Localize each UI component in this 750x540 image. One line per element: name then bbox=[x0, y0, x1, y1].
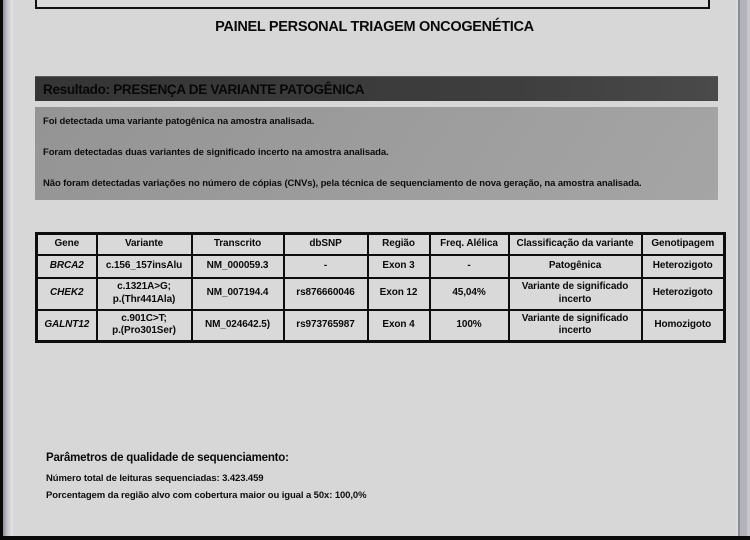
cell-dbsnp: rs973765987 bbox=[282, 308, 369, 343]
cell-dbsnp: rs876660046 bbox=[282, 276, 369, 311]
table-row-chek2: CHEK2 c.1321A>G; p.(Thr441Ala) NM_007194… bbox=[35, 276, 726, 311]
cell-freq-alelica: - bbox=[428, 253, 510, 279]
table-header-row: Gene Variante Transcrito dbSNP Região Fr… bbox=[35, 232, 726, 256]
cell-variante: c.1321A>G; p.(Thr441Ala) bbox=[95, 276, 193, 311]
cell-regiao: Exon 4 bbox=[366, 308, 431, 343]
quality-line-coverage: Porcentagem da região alvo com cobertura… bbox=[46, 490, 367, 501]
col-header-dbsnp: dbSNP bbox=[282, 232, 369, 256]
table-row-galnt12: GALNT12 c.901C>T; p.(Pro301Ser) NM_02464… bbox=[35, 308, 726, 343]
quality-line-total-reads: Número total de leituras sequenciadas: 3… bbox=[46, 473, 264, 484]
cell-transcrito: NM_000059.3 bbox=[190, 253, 285, 279]
summary-line-pathogenic: Foi detectada uma variante patogênica na… bbox=[43, 116, 315, 127]
cell-freq-alelica: 100% bbox=[428, 308, 510, 343]
col-header-variante: Variante bbox=[95, 232, 193, 256]
header-box-cutoff bbox=[35, 0, 710, 9]
col-header-gene: Gene bbox=[35, 232, 98, 256]
cell-classificacao: Variante de significado incerto bbox=[507, 276, 643, 311]
result-banner: Resultado: PRESENÇA DE VARIANTE PATOGÊNI… bbox=[35, 76, 718, 101]
cell-classificacao: Variante de significado incerto bbox=[507, 308, 643, 343]
col-header-genotipagem: Genotipagem bbox=[640, 232, 726, 256]
variants-table: Gene Variante Transcrito dbSNP Região Fr… bbox=[35, 232, 726, 343]
frame-left-border bbox=[0, 0, 3, 540]
frame-bottom-border bbox=[0, 536, 750, 540]
page-title: PAINEL PERSONAL TRIAGEM ONCOGENÉTICA bbox=[215, 19, 534, 35]
cell-genotipagem: Heterozigoto bbox=[640, 253, 726, 279]
cell-classificacao: Patogênica bbox=[507, 253, 643, 279]
page-left-edge bbox=[3, 0, 13, 540]
cell-gene: CHEK2 bbox=[35, 276, 98, 311]
cell-gene: GALNT12 bbox=[35, 308, 98, 343]
cell-genotipagem: Heterozigoto bbox=[640, 276, 726, 311]
result-banner-label: Resultado: PRESENÇA DE VARIANTE PATOGÊNI… bbox=[43, 81, 365, 97]
cell-gene: BRCA2 bbox=[35, 253, 98, 279]
col-header-classificacao: Classificação da variante bbox=[507, 232, 643, 256]
cell-genotipagem: Homozigoto bbox=[640, 308, 726, 343]
quality-heading: Parâmetros de qualidade de sequenciament… bbox=[46, 452, 289, 464]
cell-variante: c.901C>T; p.(Pro301Ser) bbox=[95, 308, 193, 343]
summary-line-vus: Foram detectadas duas variantes de signi… bbox=[43, 147, 389, 158]
quality-section: Parâmetros de qualidade de sequenciament… bbox=[46, 452, 696, 507]
table-row-brca2: BRCA2 c.156_157insAlu NM_000059.3 - Exon… bbox=[35, 253, 726, 279]
document-body: PAINEL PERSONAL TRIAGEM ONCOGENÉTICA Res… bbox=[13, 0, 736, 536]
col-header-regiao: Região bbox=[366, 232, 431, 256]
summary-line-cnv: Não foram detectadas variações no número… bbox=[43, 178, 642, 189]
cell-transcrito: NM_007194.4 bbox=[190, 276, 285, 311]
col-header-transcrito: Transcrito bbox=[190, 232, 285, 256]
col-header-freq-alelica: Freq. Alélica bbox=[428, 232, 510, 256]
cell-regiao: Exon 12 bbox=[366, 276, 431, 311]
page-right-edge bbox=[736, 0, 750, 540]
summary-box: Foi detectada uma variante patogênica na… bbox=[35, 107, 718, 200]
cell-transcrito: NM_024642.5) bbox=[190, 308, 285, 343]
cell-regiao: Exon 3 bbox=[366, 253, 431, 279]
cell-dbsnp: - bbox=[282, 253, 369, 279]
cell-variante: c.156_157insAlu bbox=[95, 253, 193, 279]
cell-freq-alelica: 45,04% bbox=[428, 276, 510, 311]
